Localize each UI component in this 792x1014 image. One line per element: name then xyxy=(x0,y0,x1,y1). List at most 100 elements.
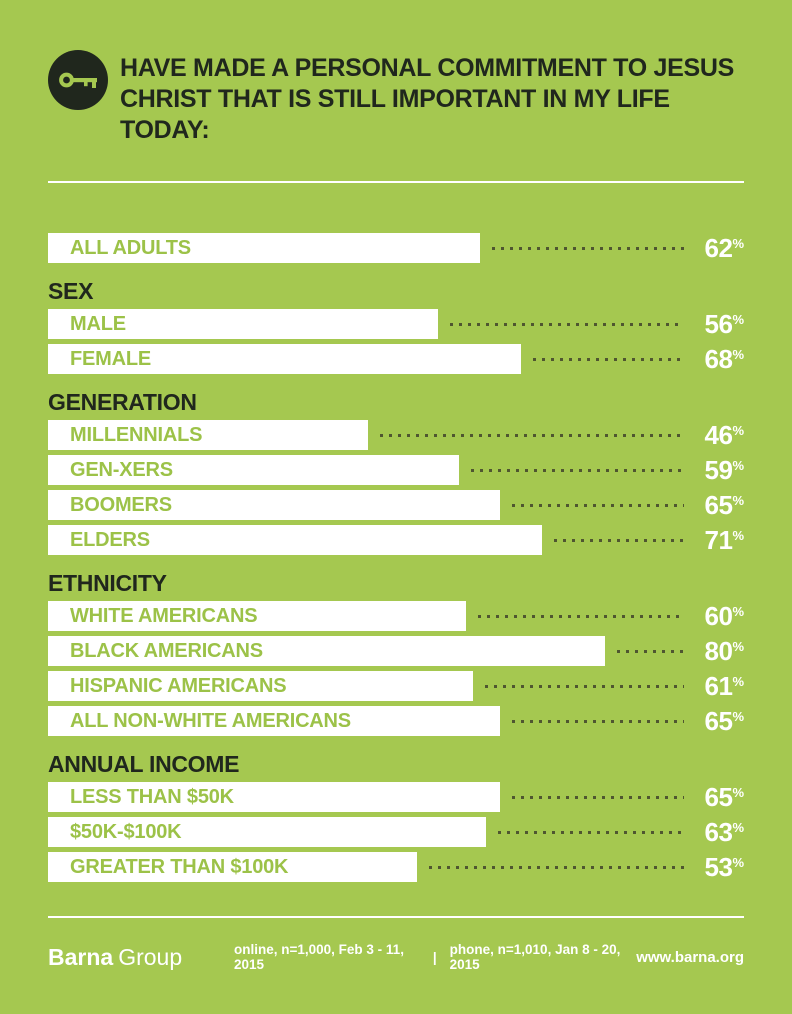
leader-dots xyxy=(428,866,684,869)
bar-row: MALE 56 % xyxy=(48,309,744,339)
bar: MALE xyxy=(48,309,438,339)
bar: ALL NON-WHITE AMERICANS xyxy=(48,706,501,736)
chart-section: ALL ADULTS 62 % xyxy=(48,233,744,263)
section-rows: ALL ADULTS 62 % xyxy=(48,233,744,263)
key-icon xyxy=(59,72,97,88)
bar-value: 61 xyxy=(704,671,733,701)
bar-unit: % xyxy=(732,604,744,619)
bar-row: ALL ADULTS 62 % xyxy=(48,233,744,263)
chart-section: ANNUAL INCOME LESS THAN $50K 65 % $50K-$… xyxy=(48,752,744,882)
bar-unit: % xyxy=(732,855,744,870)
bar: ALL ADULTS xyxy=(48,233,480,263)
bar-label: LESS THAN $50K xyxy=(70,785,234,808)
header-divider xyxy=(48,181,744,183)
brand-name-bold: Barna xyxy=(48,943,114,970)
bar-unit: % xyxy=(732,236,744,251)
bar: $50K-$100K xyxy=(48,817,487,847)
chart-section: SEX MALE 56 % FEMALE 68 % xyxy=(48,279,744,374)
leader-dots xyxy=(380,434,684,437)
bar-label: ALL ADULTS xyxy=(70,236,191,259)
bar-label: GEN-XERS xyxy=(70,458,173,481)
chart-section: GENERATION MILLENNIALS 46 % GEN-XERS 59 … xyxy=(48,390,744,555)
bar-value-label: 53 % xyxy=(705,852,744,882)
bar-unit: % xyxy=(732,785,744,800)
section-rows: LESS THAN $50K 65 % $50K-$100K 63 % GREA… xyxy=(48,782,744,882)
bar-unit: % xyxy=(732,820,744,835)
bar-unit: % xyxy=(732,312,744,327)
bar-value-label: 65 % xyxy=(705,782,744,812)
key-badge xyxy=(48,50,108,110)
bar-unit: % xyxy=(732,458,744,473)
section-heading: ANNUAL INCOME xyxy=(48,751,240,777)
leader-dots xyxy=(512,720,684,723)
section-rows: MALE 56 % FEMALE 68 % xyxy=(48,309,744,374)
bar-row: GREATER THAN $100K 53 % xyxy=(48,852,744,882)
bar-row: BOOMERS 65 % xyxy=(48,490,744,520)
bar: MILLENNIALS xyxy=(48,420,369,450)
bar-value-label: 61 % xyxy=(705,671,744,701)
page-title: HAVE MADE A PERSONAL COMMITMENT TO JESUS… xyxy=(120,50,744,146)
header: HAVE MADE A PERSONAL COMMITMENT TO JESUS… xyxy=(48,0,744,146)
bar-row: BLACK AMERICANS 80 % xyxy=(48,636,744,666)
bar: LESS THAN $50K xyxy=(48,782,501,812)
bar-label: BOOMERS xyxy=(70,493,172,516)
bar-label: GREATER THAN $100K xyxy=(70,855,289,878)
bar-value-label: 56 % xyxy=(705,309,744,339)
bar-unit: % xyxy=(732,709,744,724)
bar-label: $50K-$100K xyxy=(70,820,182,843)
website-link: www.barna.org xyxy=(636,948,744,966)
leader-dots xyxy=(470,469,684,472)
section-heading: ETHNICITY xyxy=(48,570,167,596)
bar: FEMALE xyxy=(48,344,522,374)
source-separator: | xyxy=(432,949,437,965)
leader-dots xyxy=(512,504,684,507)
bar-value: 46 xyxy=(704,420,733,450)
bar: GEN-XERS xyxy=(48,455,459,485)
leader-dots xyxy=(498,831,684,834)
bar-value: 56 xyxy=(704,309,733,339)
bar-label: ELDERS xyxy=(70,528,150,551)
leader-dots xyxy=(533,358,684,361)
bar-value-label: 65 % xyxy=(705,490,744,520)
bar-chart: ALL ADULTS 62 % SEX MALE 56 % FEMALE 68 … xyxy=(48,233,744,882)
bar-value: 63 xyxy=(704,817,733,847)
bar: BLACK AMERICANS xyxy=(48,636,605,666)
bar-unit: % xyxy=(732,639,744,654)
bar-unit: % xyxy=(732,423,744,438)
survey-source: online, n=1,000, Feb 3 - 11, 2015 | phon… xyxy=(234,942,636,972)
bar: BOOMERS xyxy=(48,490,501,520)
bar-row: MILLENNIALS 46 % xyxy=(48,420,744,450)
leader-dots xyxy=(449,323,684,326)
page-title-line2: CHRIST THAT IS STILL IMPORTANT IN MY LIF… xyxy=(120,85,670,144)
bar-value: 59 xyxy=(704,455,733,485)
bar-value-label: 65 % xyxy=(705,706,744,736)
brand-name-light: Group xyxy=(118,943,183,970)
leader-dots xyxy=(477,615,684,618)
bar-value: 80 xyxy=(704,636,733,666)
leader-dots xyxy=(616,650,684,653)
bar: GREATER THAN $100K xyxy=(48,852,417,882)
leader-dots xyxy=(554,539,684,542)
chart-section: ETHNICITY WHITE AMERICANS 60 % BLACK AME… xyxy=(48,571,744,736)
bar-row: GEN-XERS 59 % xyxy=(48,455,744,485)
source-online: online, n=1,000, Feb 3 - 11, 2015 xyxy=(234,942,404,972)
bar-unit: % xyxy=(732,493,744,508)
leader-dots xyxy=(491,247,684,250)
bar-value-label: 62 % xyxy=(705,233,744,263)
bar-value-label: 80 % xyxy=(705,636,744,666)
bar-label: MILLENNIALS xyxy=(70,423,203,446)
bar-row: $50K-$100K 63 % xyxy=(48,817,744,847)
leader-dots xyxy=(484,685,684,688)
bar-row: HISPANIC AMERICANS 61 % xyxy=(48,671,744,701)
bar-value-label: 60 % xyxy=(705,601,744,631)
source-phone: phone, n=1,010, Jan 8 - 20, 2015 xyxy=(449,942,621,972)
bar-row: ELDERS 71 % xyxy=(48,525,744,555)
bar-value-label: 63 % xyxy=(705,817,744,847)
bar: HISPANIC AMERICANS xyxy=(48,671,473,701)
brand-logo: Barna Group xyxy=(48,944,234,971)
bar-unit: % xyxy=(732,347,744,362)
bar-label: ALL NON-WHITE AMERICANS xyxy=(70,709,351,732)
section-heading: GENERATION xyxy=(48,389,197,415)
footer-divider xyxy=(48,916,744,918)
